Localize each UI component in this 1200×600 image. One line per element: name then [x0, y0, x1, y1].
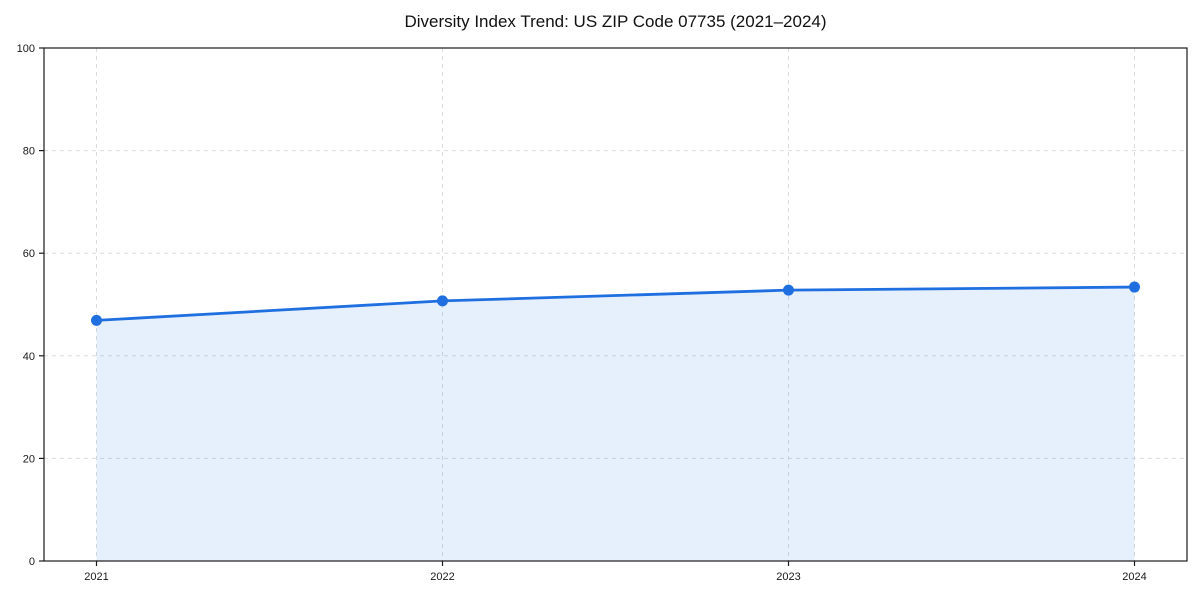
area-fill — [96, 287, 1135, 561]
y-tick-label: 80 — [23, 146, 35, 158]
data-point-2024 — [1129, 281, 1140, 293]
x-tick-label: 2022 — [430, 571, 454, 583]
trend-line — [95, 285, 1136, 322]
y-tick-label: 100 — [17, 43, 35, 55]
x-tick-label: 2024 — [1122, 571, 1146, 583]
axes-spines — [43, 47, 1188, 562]
x-tick-label: 2023 — [776, 571, 800, 583]
y-tick-label: 0 — [29, 556, 35, 568]
data-point-2021 — [91, 314, 102, 326]
y-tick-label: 60 — [23, 248, 35, 260]
data-point-2022 — [437, 295, 448, 307]
x-tick-label: 2021 — [84, 571, 108, 583]
y-tick-label: 20 — [23, 453, 35, 465]
y-tick-label: 40 — [23, 351, 35, 363]
chart-title: Diversity Index Trend: US ZIP Code 07735… — [404, 12, 827, 31]
data-point-2023 — [783, 284, 794, 296]
